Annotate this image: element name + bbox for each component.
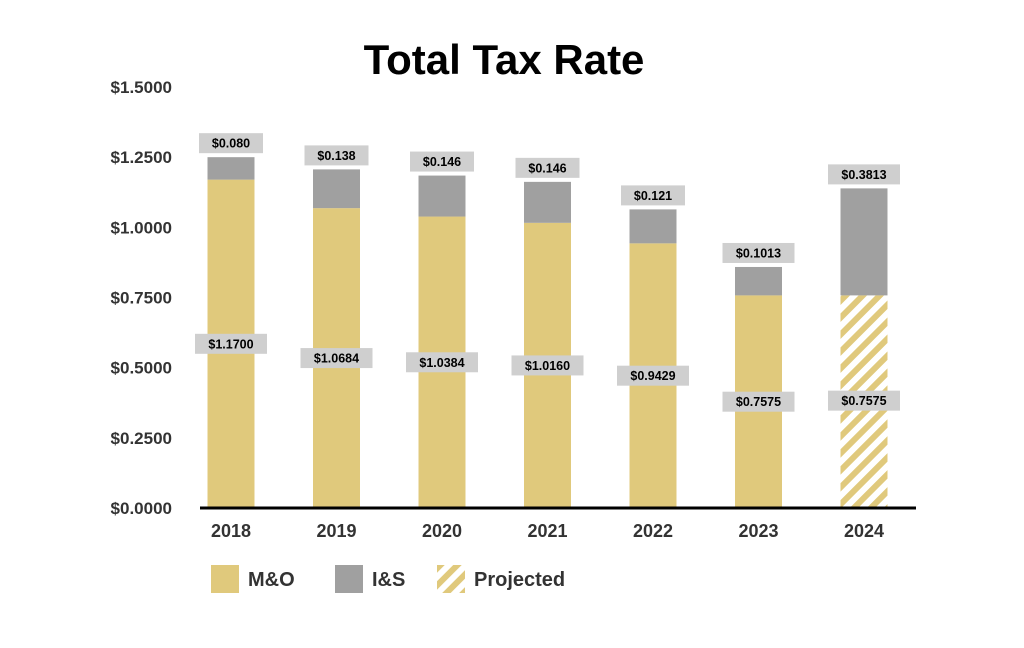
bar-is [207,157,255,180]
data-label: $1.0684 [314,352,359,366]
x-tick-label: 2021 [527,521,567,541]
legend-label: M&O [248,569,295,591]
data-label: $0.7575 [736,395,781,409]
data-label: $0.080 [212,137,250,151]
data-label-box [722,391,795,412]
y-tick-label: $0.0000 [111,499,172,518]
data-label: $0.1013 [736,246,781,260]
data-label-box [722,242,795,263]
legend-swatch [335,565,363,593]
data-label-box [511,355,584,376]
data-label: $0.3813 [841,168,886,182]
x-tick-label: 2022 [633,521,673,541]
data-label-box [410,151,474,172]
data-label-box [617,365,689,386]
y-tick-label: $0.2500 [111,429,172,448]
data-label-box [199,133,263,154]
data-label: $0.121 [634,189,672,203]
bar-is [629,209,677,244]
legend-label: Projected [474,569,565,591]
y-tick-label: $1.5000 [111,78,172,97]
y-tick-label: $1.0000 [111,218,172,237]
data-label: $0.7575 [841,394,886,408]
chart-title: Total Tax Rate [364,36,645,83]
bar-is [313,169,360,209]
y-tick-label: $0.7500 [111,289,172,308]
data-label: $1.0160 [525,359,570,373]
data-label-box [828,390,900,411]
bars-group [207,157,888,509]
data-label-box [621,185,685,206]
y-axis: $0.0000 $0.2500 $0.5000 $0.7500 $1.0000 $1.25… [111,78,172,518]
bar-is [524,181,571,223]
data-label: $1.1700 [208,337,253,351]
data-label-box [515,157,580,178]
bar-is [840,188,888,296]
data-label-box [195,333,267,354]
data-label-box [406,352,478,373]
data-label-box [304,145,369,166]
data-label-box [828,164,900,185]
data-label-box [300,348,373,369]
bar-is [418,175,466,217]
legend: M&O I&S Projected [211,565,565,593]
data-label: $0.9429 [630,369,675,383]
x-tick-label: 2019 [316,521,356,541]
bar-is [735,266,782,296]
data-label: $0.146 [528,161,566,175]
x-axis: 2018 2019 2020 2021 2022 2023 2024 [211,521,884,541]
data-label: $1.0384 [419,356,464,370]
x-tick-label: 2023 [738,521,778,541]
x-tick-label: 2024 [844,521,884,541]
data-label: $0.138 [317,149,355,163]
data-label: $0.146 [423,155,461,169]
y-tick-label: $0.5000 [111,359,172,378]
legend-swatch [437,565,465,593]
legend-swatch [211,565,239,593]
x-tick-label: 2018 [211,521,251,541]
y-tick-label: $1.2500 [111,148,172,167]
data-labels-group: $0.080 $1.1700 $0.138 $1.0684 $0.146 $1.0384 $… [195,133,900,412]
x-tick-label: 2020 [422,521,462,541]
legend-label: I&S [372,569,405,591]
